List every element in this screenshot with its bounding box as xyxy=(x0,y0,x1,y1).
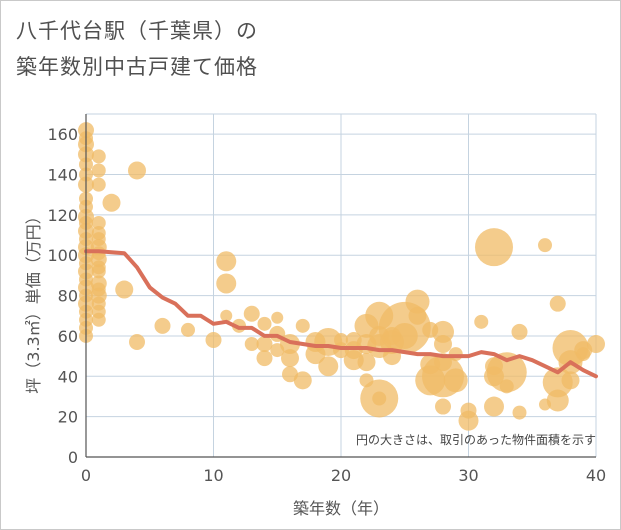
data-bubble xyxy=(293,371,312,390)
data-bubble xyxy=(128,161,146,180)
data-bubble xyxy=(318,356,339,377)
data-bubble xyxy=(549,295,566,312)
data-bubble xyxy=(91,163,106,178)
data-bubble xyxy=(486,352,527,393)
data-bubble xyxy=(391,322,418,349)
data-bubble xyxy=(405,289,430,314)
x-tick-label: 10 xyxy=(203,466,223,485)
data-bubble xyxy=(499,379,514,394)
chart-title-line1: 八千代台駅（千葉県）の xyxy=(16,19,258,43)
average-price-line xyxy=(84,249,598,379)
y-tick-label: 120 xyxy=(47,206,78,225)
data-bubble xyxy=(91,215,106,230)
y-tick-label: 160 xyxy=(47,125,78,144)
data-bubble xyxy=(244,337,259,352)
data-bubble xyxy=(281,349,299,368)
data-bubble xyxy=(256,336,273,353)
data-bubble xyxy=(408,306,427,325)
y-tick-label: 0 xyxy=(68,448,78,467)
data-bubble xyxy=(154,317,171,334)
data-bubble xyxy=(484,396,504,417)
y-tick-label: 140 xyxy=(47,166,78,185)
data-bubble xyxy=(243,305,260,322)
average-line-series xyxy=(84,249,598,379)
data-bubble xyxy=(91,312,106,327)
data-bubble xyxy=(181,322,195,337)
data-bubble xyxy=(474,314,489,329)
y-tick-label: 40 xyxy=(58,367,78,386)
x-tick-label: 0 xyxy=(81,466,91,485)
data-bubble xyxy=(216,273,237,294)
data-bubble xyxy=(334,332,348,347)
data-bubble xyxy=(216,251,237,272)
data-bubble xyxy=(587,335,605,354)
data-bubble xyxy=(102,193,121,212)
x-tick-label: 30 xyxy=(458,466,478,485)
data-bubble xyxy=(115,280,134,299)
data-bubble xyxy=(205,331,222,348)
x-axis-label: 築年数（年） xyxy=(293,499,389,518)
data-bubble xyxy=(91,177,106,192)
data-bubble xyxy=(512,405,527,420)
tick-labels: 0 20 40 60 80 100 120 140 160 0 10 20 30 40 xyxy=(47,125,606,485)
data-bubble xyxy=(357,353,376,372)
bubble-size-note: 円の大きさは、取引のあった物件面積を示す xyxy=(356,432,596,447)
y-tick-label: 20 xyxy=(58,408,78,427)
chart-title-line2: 築年数別中古戸建て価格 xyxy=(16,55,258,79)
data-bubble xyxy=(458,410,479,431)
data-bubble xyxy=(475,228,513,267)
data-bubble xyxy=(91,264,106,279)
y-tick-label: 80 xyxy=(58,287,78,306)
data-bubble xyxy=(295,318,310,333)
axes xyxy=(85,114,596,458)
data-bubble xyxy=(434,335,452,354)
data-bubble xyxy=(220,309,233,322)
data-bubble xyxy=(129,333,145,350)
data-bubble xyxy=(372,391,387,406)
x-tick-label: 20 xyxy=(331,466,351,485)
y-axis-label: 坪（3.3㎡）単価（万円） xyxy=(24,208,43,393)
data-bubble xyxy=(538,238,552,253)
data-bubble xyxy=(443,368,468,393)
grid xyxy=(85,113,597,458)
data-bubble xyxy=(256,350,273,367)
data-bubble xyxy=(511,323,528,340)
data-bubble xyxy=(561,371,580,390)
bubble-series xyxy=(78,122,605,431)
y-tick-label: 100 xyxy=(47,246,78,265)
data-bubble xyxy=(91,149,106,164)
data-bubble xyxy=(546,389,569,412)
data-bubble xyxy=(257,316,272,331)
x-tick-label: 40 xyxy=(586,466,606,485)
data-bubble xyxy=(271,311,284,324)
data-bubble xyxy=(435,398,451,415)
y-tick-label: 60 xyxy=(58,327,78,346)
